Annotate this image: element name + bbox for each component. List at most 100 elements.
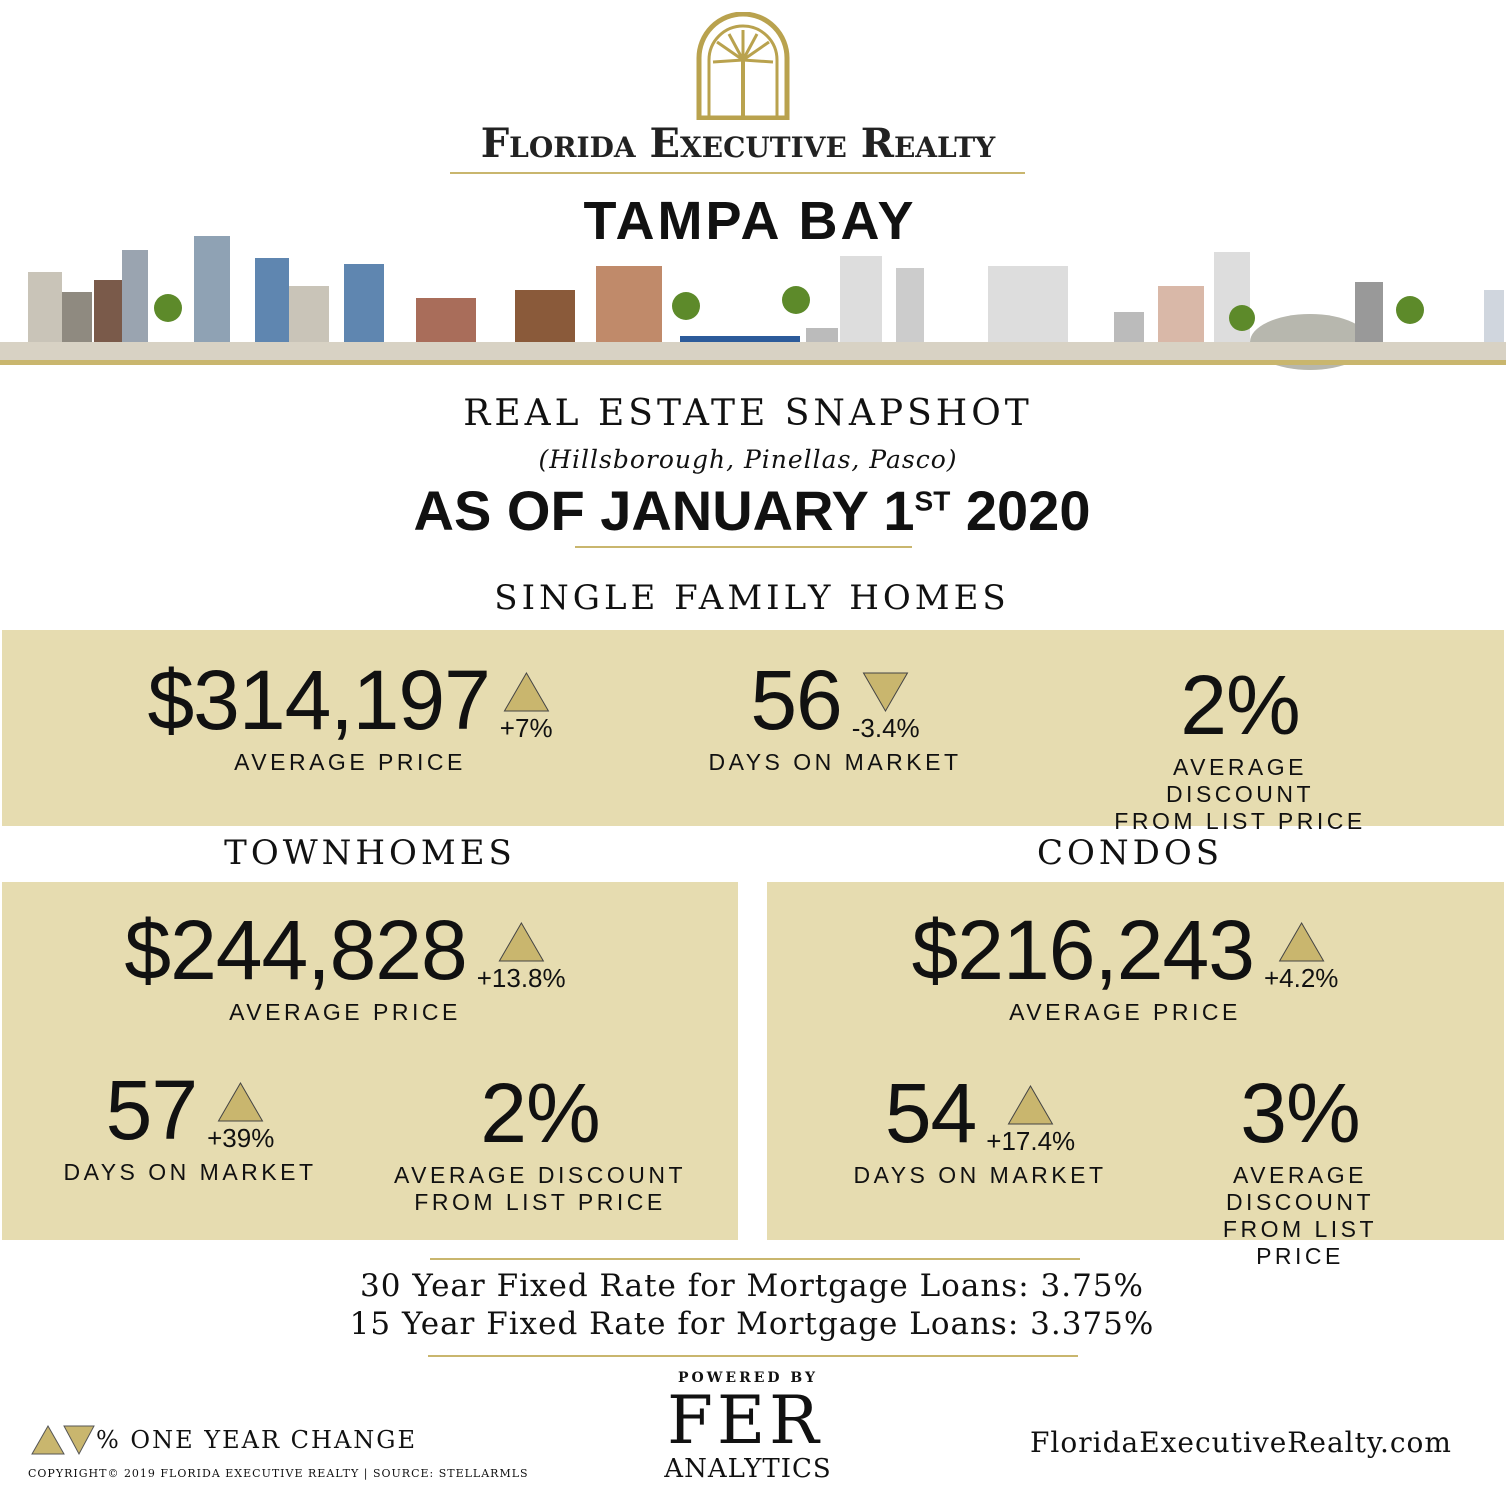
change-indicator [1007,1085,1054,1125]
stat-row: $216,243 +4.2% [912,905,1339,995]
stat-value: 2% [480,1066,600,1160]
date-year: 2020 [965,479,1091,542]
stat-label: AVERAGE DISCOUNT FROM LIST PRICE [1107,754,1373,835]
stat-change-group: +7% [500,671,553,743]
stat-label: AVERAGE PRICE [229,999,461,1026]
stat: 3% AVERAGE DISCOUNT FROM LIST PRICE [1197,1068,1403,1270]
stat: $244,828 +13.8% AVERAGE PRICE [124,905,565,1026]
divider [575,546,912,548]
stat-label-line: FROM LIST PRICE [1222,1216,1378,1269]
stat-value: $244,828 [124,903,467,997]
stat-change-group: +13.8% [477,921,566,993]
triangle [862,672,909,712]
triangle [217,1082,264,1122]
section-band [2,630,1504,826]
snapshot-title: REAL ESTATE SNAPSHOT [463,393,1033,434]
stat-change: +39% [207,1123,275,1153]
powered-by: POWERED BY [677,1370,819,1386]
stat-value: $216,243 [911,903,1255,997]
section-band [767,882,1504,1240]
stat-change-group: +17.4% [986,1084,1075,1156]
stat: $314,197 +7% AVERAGE PRICE [147,655,552,776]
stat-change-group: +4.2% [1264,921,1338,993]
counties: (Hillsborough, Pinellas, Pasco) [538,445,958,474]
triangle [1278,922,1325,962]
change-indicator [862,672,909,712]
stat-label: AVERAGE DISCOUNT FROM LIST PRICE [1197,1162,1403,1270]
stat-change: +4.2% [1263,963,1339,993]
stat-label-line: AVERAGE DISCOUNT [394,1162,686,1188]
stat-row: 2% [480,1066,600,1160]
stat-value: 57 [105,1063,198,1157]
stat-label-line: AVERAGE PRICE [234,749,466,775]
fer-logo: FER [667,1382,823,1459]
change-indicator [217,1082,264,1122]
stat-label-line: DAYS ON MARKET [708,749,962,775]
stat-label-line: DAYS ON MARKET [63,1159,317,1185]
stat-change-group: +39% [207,1081,274,1153]
stat-label: DAYS ON MARKET [708,749,961,776]
section-band [2,882,738,1240]
stat-label: DAYS ON MARKET [853,1162,1106,1189]
stat-change: -3.4% [851,713,920,743]
section-title: SINGLE FAMILY HOMES [494,578,1010,618]
website: FloridaExecutiveRealty.com [1030,1426,1452,1459]
section-title: CONDOS [1036,833,1224,873]
stat-value: 56 [750,653,842,747]
stat-label-line: DAYS ON MARKET [853,1162,1107,1188]
date-ordinal: ST [914,485,951,517]
date-main: AS OF JANUARY 1 [413,479,915,542]
stat-label: AVERAGE DISCOUNT FROM LIST PRICE [394,1162,686,1216]
section-title: TOWNHOMES [224,833,516,873]
stat-row: $244,828 +13.8% [124,905,565,995]
stat-label: DAYS ON MARKET [63,1159,316,1186]
stat-value: 2% [1180,658,1300,752]
stat-label-line: AVERAGE DISCOUNT [1165,754,1315,807]
stat-value: 3% [1240,1066,1360,1160]
stat-label: AVERAGE PRICE [1009,999,1241,1026]
stat: 54 +17.4% DAYS ON MARKET [853,1068,1106,1189]
snapshot-date: AS OF JANUARY 1ST 2020 [414,478,1091,543]
triangle [1007,1085,1054,1125]
divider [430,1258,1080,1260]
change-indicator [1278,922,1325,962]
stat-row: 57 +39% [106,1065,275,1155]
skyline [0,236,1506,370]
legend-text: % ONE YEAR CHANGE [96,1426,417,1454]
logo [696,12,790,120]
divider [450,172,1025,174]
change-indicator [503,672,550,712]
change-indicator [498,922,545,962]
mortgage-rate: 15 Year Fixed Rate for Mortgage Loans: 3… [349,1306,1155,1342]
stat: 2% AVERAGE DISCOUNT FROM LIST PRICE [394,1068,686,1216]
stat-label-line: FROM LIST PRICE [1114,808,1366,834]
stat-label-line: AVERAGE PRICE [229,999,461,1025]
stat-label-line: FROM LIST PRICE [414,1189,666,1215]
stat-row: 3% [1240,1066,1360,1160]
stat-label: AVERAGE PRICE [234,749,466,776]
stat-row: 2% [1180,658,1300,752]
stat: 56 -3.4% DAYS ON MARKET [708,655,961,776]
stat-change: +17.4% [986,1126,1076,1156]
divider [428,1355,1078,1357]
stat: 2% AVERAGE DISCOUNT FROM LIST PRICE [1107,660,1373,835]
stat-label-line: AVERAGE PRICE [1009,999,1241,1025]
stat-change: +7% [499,713,553,743]
stat-value: $314,197 [147,653,490,747]
stat-label-line: AVERAGE DISCOUNT [1225,1162,1375,1215]
legend-icon [31,1424,95,1456]
stat: $216,243 +4.2% AVERAGE PRICE [912,905,1339,1026]
triangle [498,922,545,962]
copyright: COPYRIGHT© 2019 FLORIDA EXECUTIVE REALTY… [28,1467,529,1480]
stat-change: +13.8% [476,963,566,993]
stat-row: 54 +17.4% [885,1068,1075,1158]
stat-row: $314,197 +7% [147,655,552,745]
mortgage-rate: 30 Year Fixed Rate for Mortgage Loans: 3… [360,1268,1144,1304]
region: TAMPA BAY [583,191,917,251]
stat-value: 54 [884,1066,977,1160]
stat-row: 56 -3.4% [750,655,919,745]
stat: 57 +39% DAYS ON MARKET [63,1065,316,1186]
stat-change-group: -3.4% [852,671,920,743]
